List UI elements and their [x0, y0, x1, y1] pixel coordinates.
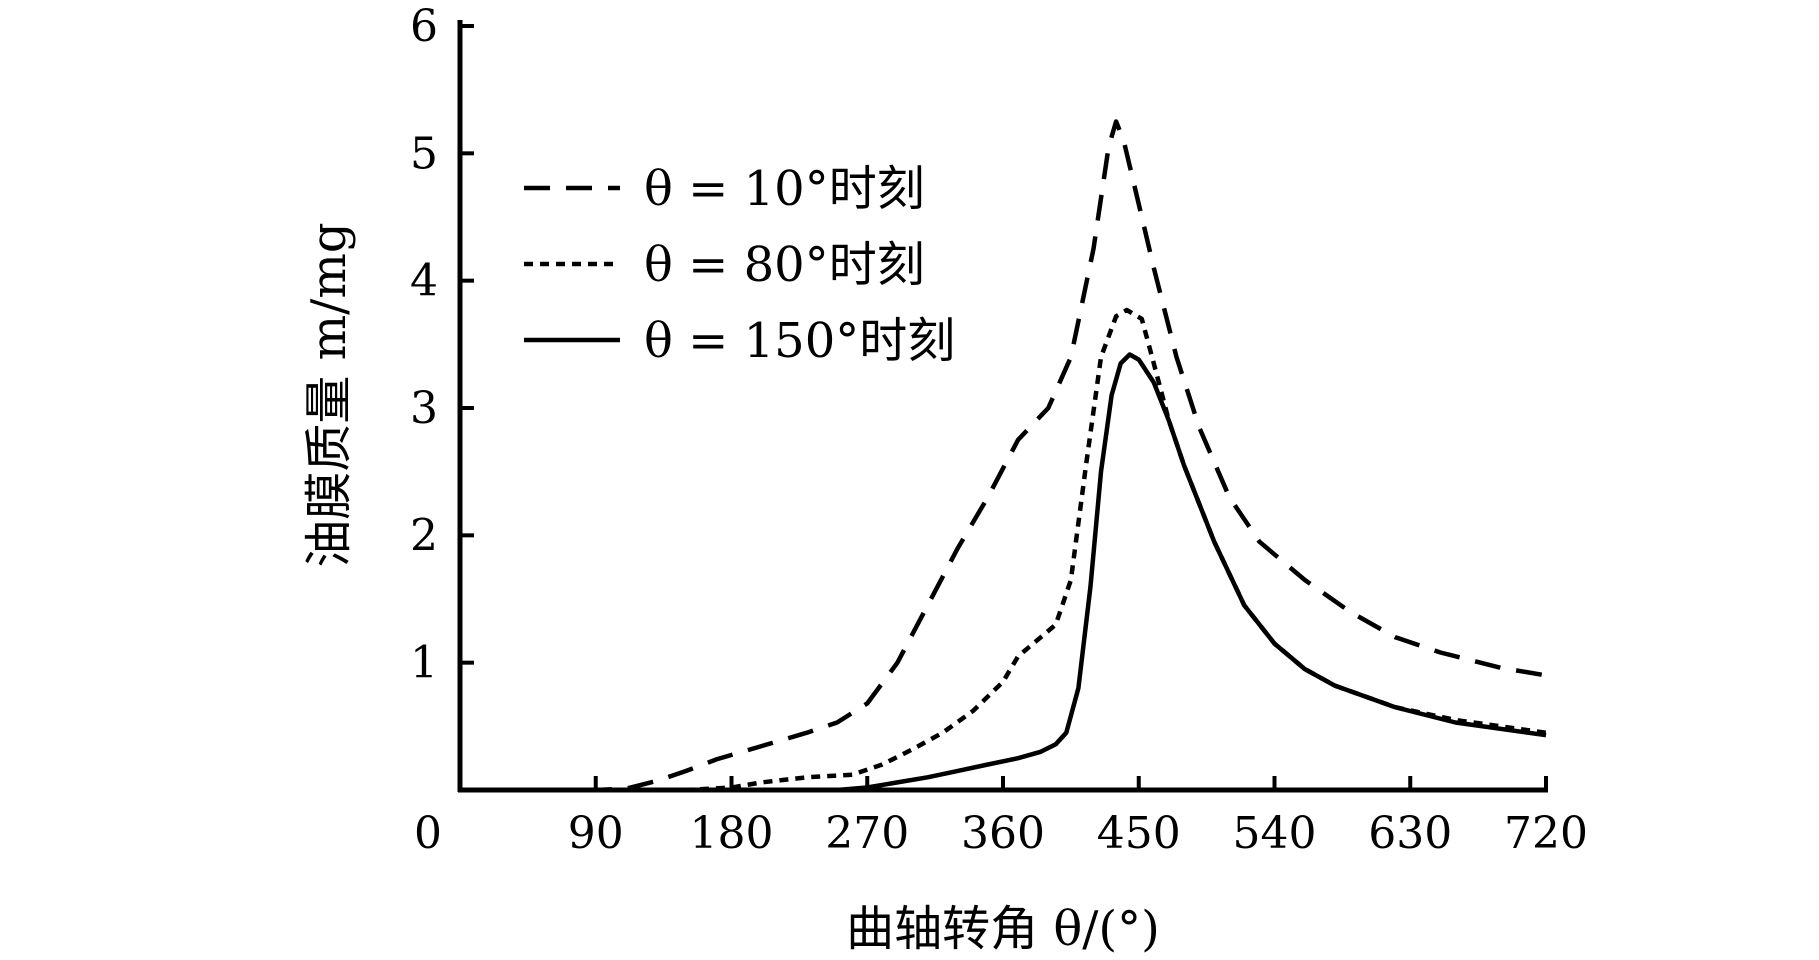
x-tick-label: 540	[1233, 808, 1317, 859]
y-tick-label: 4	[410, 256, 438, 307]
legend-label-2: θ = 150°时刻	[644, 313, 955, 369]
x-tick-label: 720	[1504, 808, 1588, 859]
y-ticks: 1 2 3 4 5 6	[410, 1, 474, 689]
y-tick-label: 1	[410, 638, 438, 689]
series-line-0	[460, 119, 1547, 793]
y-tick-label: 2	[410, 510, 438, 561]
x-tick-label: 90	[568, 808, 624, 859]
plot-lines	[460, 119, 1547, 793]
origin-label: 0	[414, 808, 442, 859]
legend: θ = 10°时刻 θ = 80°时刻 θ = 150°时刻	[524, 161, 955, 369]
x-ticks: 90 180 270 360 450 540 630 720	[568, 776, 1588, 859]
x-tick-label: 360	[961, 808, 1045, 859]
y-tick-label: 3	[410, 383, 438, 434]
series-line-2	[460, 352, 1547, 793]
x-tick-label: 630	[1368, 808, 1452, 859]
x-tick-label: 180	[690, 808, 774, 859]
y-tick-label: 5	[410, 128, 438, 179]
y-tick-label: 6	[410, 1, 438, 52]
legend-label-0: θ = 10°时刻	[644, 161, 925, 217]
y-axis-title: 油膜质量 m/mg	[301, 222, 357, 567]
x-tick-label: 450	[1097, 808, 1181, 859]
series-line-1	[460, 307, 1547, 793]
x-tick-label: 270	[825, 808, 909, 859]
legend-label-1: θ = 80°时刻	[644, 237, 925, 293]
x-axis-title: 曲轴转角 θ/(°)	[846, 901, 1160, 957]
